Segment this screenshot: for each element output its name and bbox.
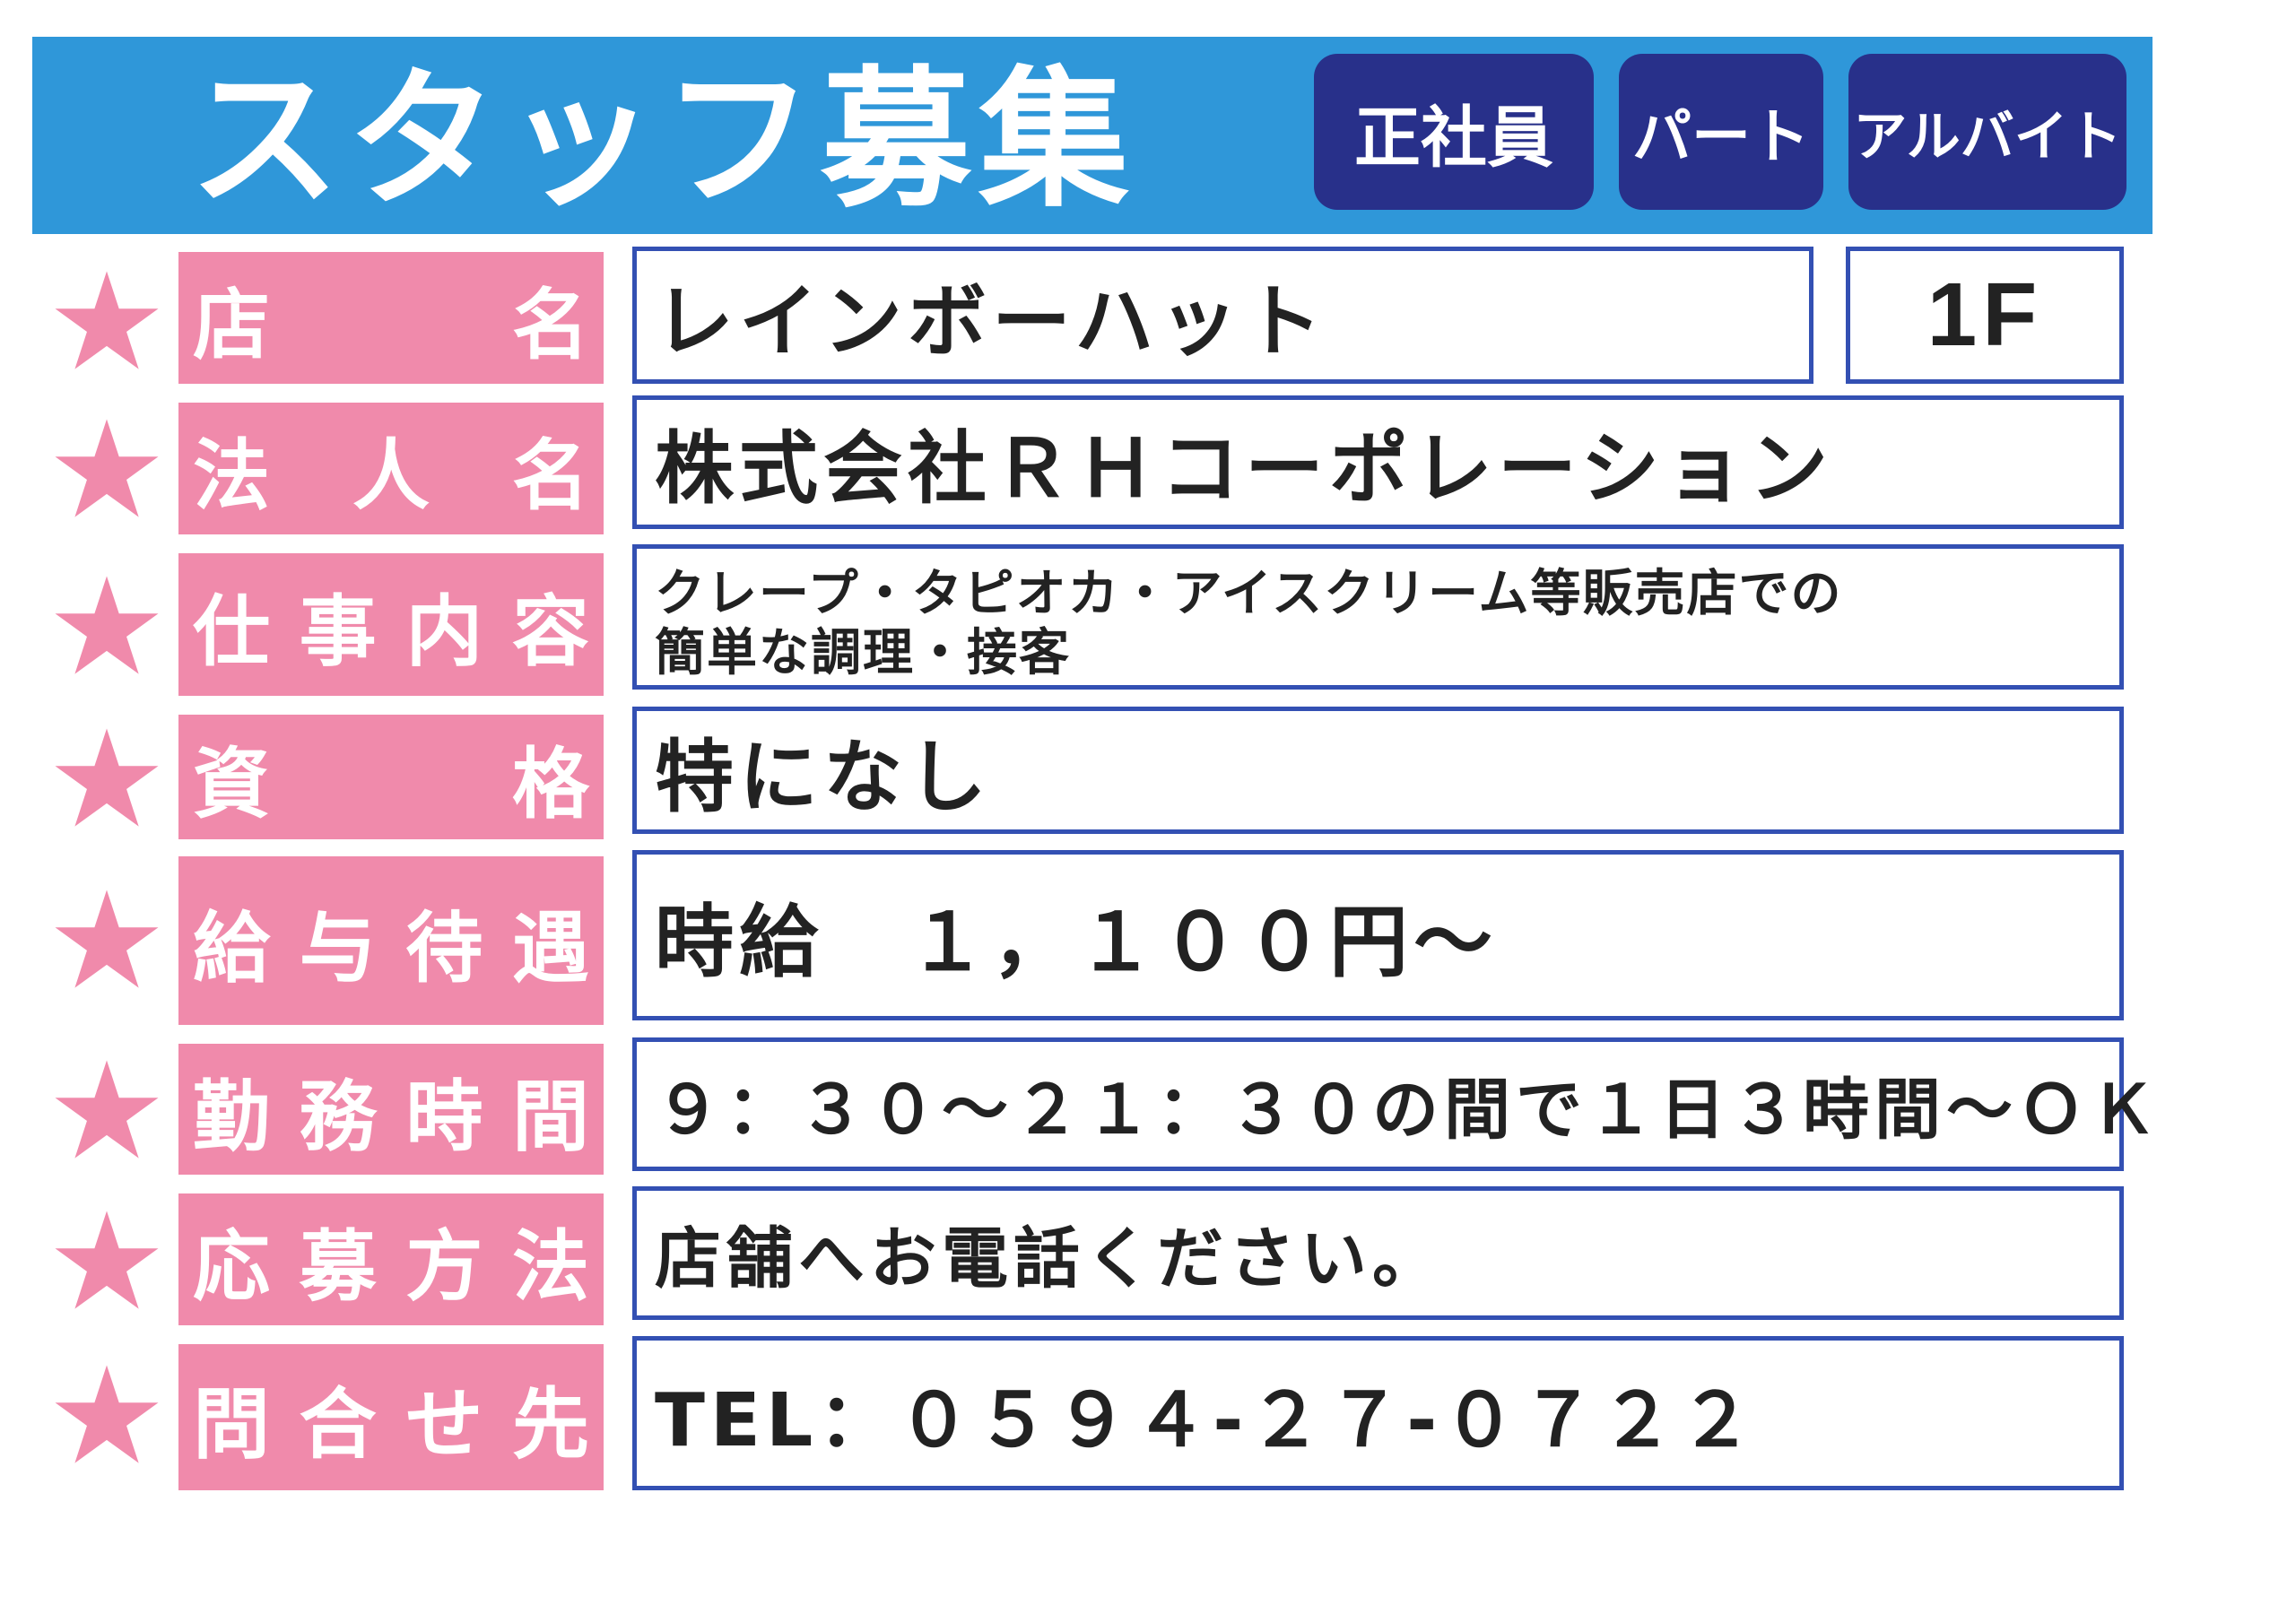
- job-description-value: クレープ・タピオカ・アイスクリーム等販売店での 簡単な調理・接客: [632, 544, 2124, 690]
- label-char: 法: [511, 1222, 589, 1312]
- row-label: 資格: [178, 715, 604, 839]
- application-method-value: 店舗へお電話ください。: [632, 1186, 2124, 1320]
- store-name-value: レインボーハット: [632, 247, 1813, 384]
- star-icon: ★: [46, 550, 168, 706]
- label-char: 資: [193, 740, 270, 829]
- star-icon: ★: [46, 702, 168, 858]
- label-char: 待: [405, 903, 483, 994]
- label-char: 容: [511, 587, 589, 677]
- label-char: 遇: [511, 903, 589, 994]
- page-title: スタッフ募集: [189, 52, 1136, 228]
- job-description-line-1: クレープ・タピオカ・アイスクリーム等販売店での: [655, 565, 1843, 623]
- label-char: 店: [193, 281, 270, 370]
- salary-value: 時給 １，１００円～: [632, 850, 2124, 1020]
- star-icon: ★: [46, 245, 168, 401]
- star-icon: ★: [46, 1185, 168, 1341]
- row-label: 問合せ先: [178, 1344, 604, 1490]
- badge-full-time: 正社員: [1314, 54, 1594, 210]
- label-char: 格: [512, 740, 589, 829]
- row-label: 給与待遇: [178, 856, 604, 1025]
- badge-arbeit: アルバイト: [1848, 54, 2126, 210]
- row-label: 応募方法: [178, 1193, 604, 1325]
- star-icon: ★: [46, 1339, 168, 1495]
- contact-phone-value: TEL：０５９４-２７-０７２２: [632, 1336, 2124, 1490]
- label-char: 仕: [193, 587, 270, 677]
- label-char: 募: [299, 1222, 377, 1312]
- star-icon: ★: [46, 864, 168, 1020]
- working-hours-value: ９：３０～２１：３０の間で１日３時間～ＯＫ: [632, 1037, 2156, 1171]
- label-char: 人: [352, 431, 430, 521]
- label-char: 名: [512, 281, 589, 370]
- label-char: 事: [299, 587, 377, 677]
- label-char: 与: [299, 903, 377, 994]
- row-label: 勤務時間: [178, 1044, 604, 1175]
- label-char: 名: [512, 431, 589, 521]
- star-icon: ★: [46, 393, 168, 549]
- label-char: 合: [299, 1380, 377, 1470]
- floor-value: 1F: [1846, 247, 2124, 384]
- star-icon: ★: [46, 1034, 168, 1190]
- label-char: 方: [405, 1222, 483, 1312]
- label-char: 先: [511, 1380, 589, 1470]
- row-label: 仕事内容: [178, 553, 604, 696]
- label-char: 応: [193, 1222, 270, 1312]
- job-description-line-2: 簡単な調理・接客: [655, 624, 1071, 682]
- label-char: 問: [193, 1380, 270, 1470]
- label-char: 務: [299, 1072, 377, 1162]
- header-banner: スタッフ募集 正社員 パート アルバイト: [32, 37, 2152, 234]
- label-char: 法: [193, 431, 270, 521]
- label-char: 勤: [193, 1072, 270, 1162]
- label-char: 給: [193, 903, 270, 994]
- badge-part-time: パート: [1619, 54, 1823, 210]
- label-char: 内: [405, 587, 483, 677]
- qualification-value: 特になし: [632, 707, 2124, 834]
- label-char: 間: [511, 1072, 589, 1162]
- company-name-value: 株式会社ＲＨコーポレーション: [632, 395, 2124, 529]
- label-char: せ: [405, 1380, 483, 1470]
- label-char: 時: [405, 1072, 483, 1162]
- row-label: 法人名: [178, 403, 604, 534]
- row-label: 店名: [178, 252, 604, 384]
